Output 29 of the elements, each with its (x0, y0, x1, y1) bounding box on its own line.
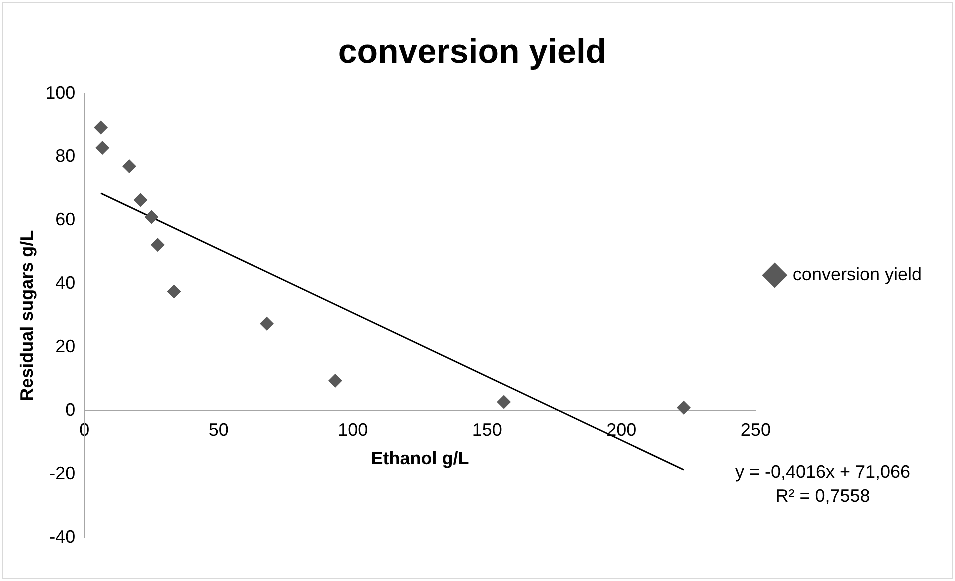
point (134, 193, 148, 208)
point (497, 395, 512, 410)
x-axis-title: Ethanol g/L (371, 448, 470, 468)
point (122, 159, 136, 174)
point (676, 400, 691, 415)
legend-label: conversion yield (792, 264, 922, 284)
y-tick-label: -20 (50, 464, 76, 484)
y-tick-label: 100 (46, 82, 76, 103)
point (144, 210, 159, 224)
x-tick-label: 250 (740, 420, 771, 440)
point (328, 374, 342, 388)
y-tick-label: 0 (66, 400, 76, 420)
chart-title: conversion yield (338, 32, 607, 71)
x-tick-label: 200 (606, 420, 637, 440)
y-tick-label: 20 (56, 336, 76, 357)
y-tick-label: 40 (56, 273, 76, 294)
x-tick-label: 100 (338, 420, 368, 440)
annotation: y = -0,4016x + 71,066 R² = 0,7558 (735, 462, 911, 506)
y-tick-label: 60 (56, 210, 76, 230)
y-tick-label: -40 (50, 526, 76, 547)
point (167, 284, 182, 299)
point (94, 120, 108, 135)
point (260, 316, 274, 331)
x-tick-label: 150 (472, 420, 502, 440)
point (96, 141, 110, 156)
y-axis-title: Residual sugars g/L (16, 230, 37, 402)
point (150, 238, 165, 252)
y-tick-label: 80 (56, 146, 76, 166)
x-tick-label: 50 (208, 420, 229, 440)
